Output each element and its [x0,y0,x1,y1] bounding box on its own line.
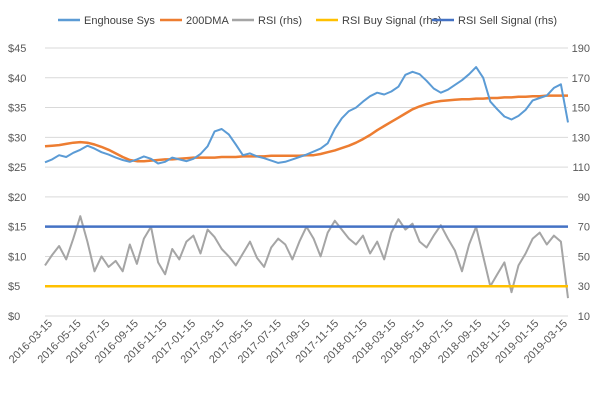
right-tick-label: 90 [578,192,590,204]
right-tick-label: 110 [572,162,590,174]
left-tick-label: $20 [8,192,26,204]
left-axis-ticks: $0 $5 $10 $15 $20 $25 $30 $35 $40 $45 [8,43,26,323]
right-tick-label: 70 [578,222,590,234]
right-axis-ticks: 10 30 50 70 90 110 130 150 170 190 [572,43,590,323]
left-tick-label: $25 [8,162,26,174]
legend-label-rsi-sell-signal-rhs: RSI Sell Signal (rhs) [458,15,557,27]
gridlines [45,47,568,317]
right-tick-label: 50 [578,251,590,263]
left-tick-label: $40 [8,73,26,85]
series-layer [44,66,569,299]
right-tick-label: 150 [572,103,590,115]
x-axis-ticks: 2016-03-152016-05-152016-07-152016-09-15… [7,318,570,366]
left-tick-label: $45 [8,43,26,55]
legend: Enghouse Sys 200DMA RSI (rhs) RSI Buy Signa… [58,15,557,27]
left-tick-label: $0 [8,311,20,323]
right-tick-label: 190 [572,43,590,55]
series-200dma [44,94,568,163]
right-tick-label: 170 [572,73,590,85]
right-tick-label: 130 [572,132,590,144]
legend-label-200dma: 200DMA [186,15,229,27]
left-tick-label: $15 [8,222,26,234]
left-tick-label: $5 [8,281,20,293]
legend-label-rsi-rhs: RSI (rhs) [258,15,302,27]
legend-label-enghouse-sys: Enghouse Sys [84,15,155,27]
left-tick-label: $30 [8,132,26,144]
right-tick-label: 30 [578,281,590,293]
left-tick-label: $10 [8,251,26,263]
left-tick-label: $35 [8,103,26,115]
legend-label-rsi-buy-signal-rhs: RSI Buy Signal (rhs) [342,15,442,27]
series-enghouse-sys [44,66,569,165]
right-tick-label: 10 [578,311,590,323]
